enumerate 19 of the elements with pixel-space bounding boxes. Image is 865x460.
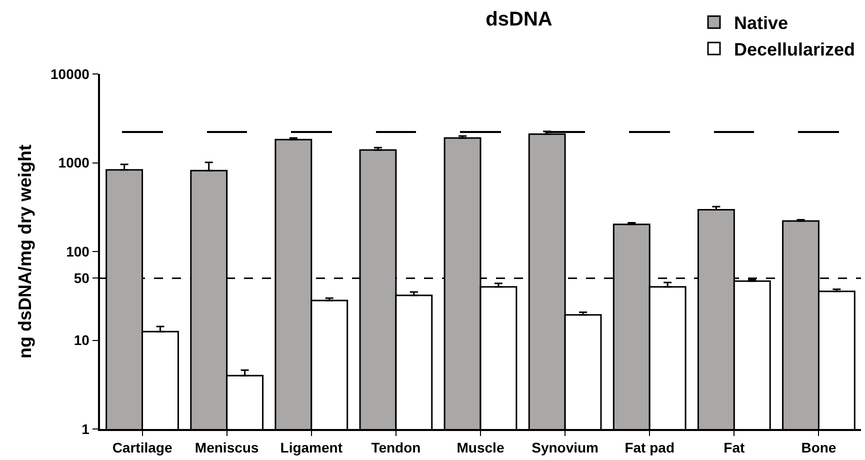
x-tick-label: Fat pad: [624, 440, 674, 456]
x-tick-label: Meniscus: [194, 440, 259, 456]
x-tick-label: Fat: [724, 440, 746, 456]
x-tick-label: Ligament: [280, 440, 343, 456]
x-tick-label: Cartilage: [112, 440, 172, 456]
y-axis-title: ng dsDNA/mg dry weight: [15, 144, 36, 359]
y-tick-label: 10: [74, 332, 90, 348]
y-tick-label: 50: [74, 270, 90, 286]
x-tick-label: Tendon: [371, 440, 421, 456]
x-tick-label: Bone: [801, 440, 836, 456]
legend-label: Decellularized: [734, 40, 856, 60]
legend-label: Native: [734, 13, 788, 34]
chart-title: dsDNA: [486, 8, 552, 30]
y-tick-label: 1000: [58, 154, 90, 171]
x-tick-label: Synovium: [532, 440, 599, 456]
y-tick-label: 100: [66, 243, 90, 260]
x-tick-label: Muscle: [456, 440, 504, 456]
y-tick-label: 10000: [50, 66, 90, 82]
y-tick-label: 1: [82, 420, 90, 437]
